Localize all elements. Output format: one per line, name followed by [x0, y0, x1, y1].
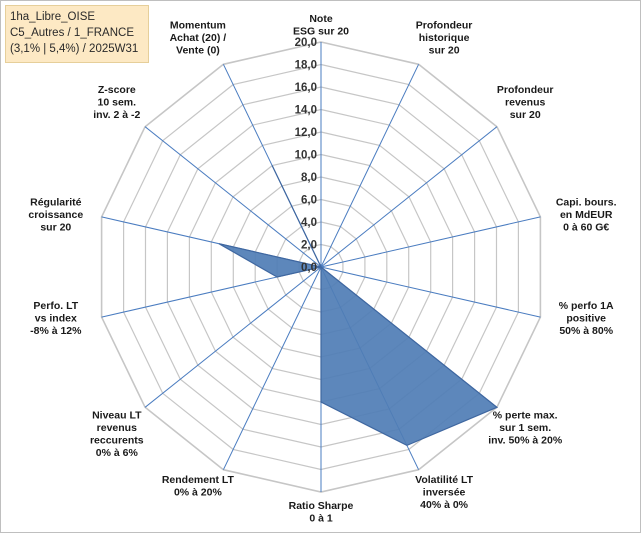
tick-label-8: 16,0 — [295, 82, 317, 94]
axis-label-13-line-2: Vente (0) — [176, 45, 220, 57]
axis-label-12-line-2: inv. 2 à -2 — [93, 109, 140, 121]
axis-label-9-line-3: 0% à 6% — [96, 447, 139, 459]
info-line-1: 1ha_Libre_OISE — [10, 11, 96, 23]
axis-label-10-line-1: vs index — [35, 313, 77, 325]
tick-label-7: 14,0 — [295, 105, 317, 117]
axis-label-1-line-2: sur 20 — [429, 45, 460, 57]
axis-label-7-line-0: Ratio Sharpe — [289, 500, 354, 512]
radar-series — [218, 165, 499, 447]
radar-tick-labels: 0,0 2,0 4,0 6,0 8,0 10,0 12,0 14,0 16,0 18,0 20,0 — [295, 37, 317, 274]
axis-label-6-line-1: inversée — [423, 486, 466, 498]
spoke-4 — [320, 266, 541, 318]
tick-label-6: 12,0 — [295, 127, 317, 139]
spoke-3 — [320, 216, 541, 268]
tick-label-10: 20,0 — [295, 37, 317, 49]
axis-label-4-line-0: % perfo 1A — [559, 300, 614, 312]
tick-label-5: 10,0 — [295, 150, 317, 162]
axis-label-11-line-0: Régularité — [30, 196, 82, 208]
axis-label-2-line-0: Profondeur — [497, 84, 554, 96]
axis-label-4-line-1: positive — [566, 313, 606, 325]
tick-label-0: 0,0 — [301, 262, 317, 274]
tick-label-9: 18,0 — [295, 60, 317, 72]
spoke-8 — [222, 266, 322, 470]
axis-label-1-line-0: Profondeur — [416, 20, 473, 32]
axis-label-3-line-1: en MdEUR — [560, 209, 613, 221]
axis-label-1-line-1: historique — [419, 32, 470, 44]
axis-label-5-line-2: inv. 50% à 20% — [488, 434, 563, 446]
axis-label-11-line-1: croissance — [28, 209, 83, 221]
axis-label-4-line-2: 50% à 80% — [559, 325, 613, 337]
info-box: 1ha_Libre_OISE C5_Autres / 1_FRANCE (3,1… — [5, 5, 149, 63]
tick-label-3: 6,0 — [301, 195, 317, 207]
spoke-2 — [320, 126, 498, 268]
axis-label-12-line-1: 10 sem. — [98, 97, 137, 109]
info-line-2: C5_Autres / 1_FRANCE — [10, 27, 134, 39]
spoke-1 — [320, 64, 420, 268]
axis-label-0-line-1: ESG sur 20 — [293, 26, 349, 38]
spoke-9 — [144, 266, 322, 408]
spoke-12 — [144, 126, 322, 268]
axis-label-6-line-0: Volatilité LT — [415, 474, 474, 486]
info-line-3: (3,1% | 5,4%) / 2025W31 — [10, 43, 139, 55]
axis-label-2-line-1: revenus — [505, 97, 545, 109]
tick-label-2: 4,0 — [301, 217, 317, 229]
axis-label-9-line-2: reccurents — [90, 434, 144, 446]
axis-label-13-line-0: Momentum — [170, 20, 226, 32]
axis-label-8-line-1: 0% à 20% — [174, 486, 223, 498]
axis-label-3-line-0: Capi. bours. — [556, 196, 617, 208]
axis-label-0-line-0: Note — [309, 13, 332, 25]
axis-label-10-line-2: -8% à 12% — [30, 325, 82, 337]
axis-label-5-line-0: % perte max. — [493, 409, 558, 421]
series-area — [218, 165, 499, 447]
axis-label-3-line-2: 0 à 60 G€ — [563, 221, 609, 233]
axis-label-6-line-2: 40% à 0% — [420, 499, 469, 511]
axis-label-5-line-1: sur 1 sem. — [499, 422, 551, 434]
axis-label-13-line-1: Achat (20) / — [170, 32, 227, 44]
axis-label-12-line-0: Z-score — [98, 84, 136, 96]
axis-label-7-line-1: 0 à 1 — [309, 513, 333, 525]
axis-label-9-line-1: revenus — [97, 422, 137, 434]
axis-label-8-line-0: Rendement LT — [162, 474, 235, 486]
axis-label-9-line-0: Niveau LT — [92, 409, 142, 421]
axis-label-10-line-0: Perfo. LT — [33, 300, 78, 312]
axis-label-2-line-2: sur 20 — [510, 109, 541, 121]
tick-label-1: 2,0 — [301, 240, 317, 252]
axis-label-11-line-2: sur 20 — [40, 221, 71, 233]
tick-label-4: 8,0 — [301, 172, 317, 184]
